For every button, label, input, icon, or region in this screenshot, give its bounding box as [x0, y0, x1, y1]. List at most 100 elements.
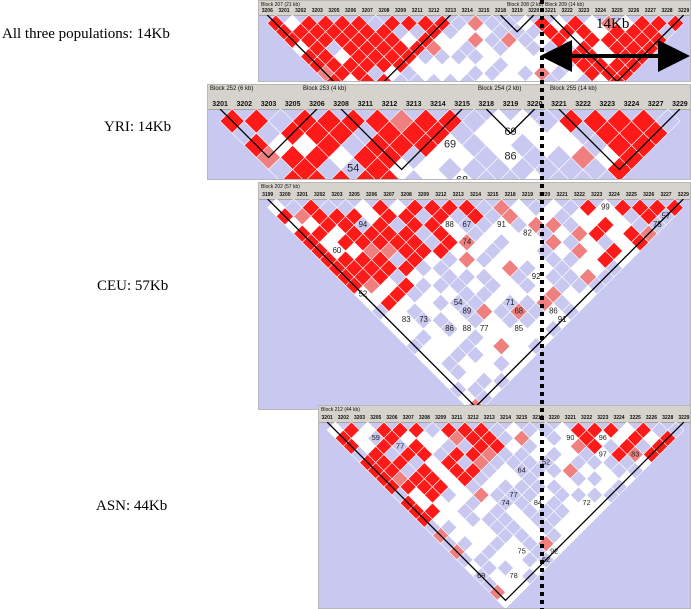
snp-label: 3213 — [452, 192, 464, 198]
snp-label: 3224 — [613, 415, 625, 421]
block-label: Block 253 (4 kb) — [303, 86, 347, 92]
block-label: Block 208 (2 kb) — [507, 2, 544, 8]
snp-label: 3228 — [662, 415, 674, 421]
ld-value: 73 — [419, 315, 428, 324]
snp-label: 3219 — [502, 101, 519, 108]
snp-label: 3205 — [284, 101, 301, 108]
snp-label: 3224 — [594, 8, 606, 14]
snp-label: 3212 — [467, 415, 479, 421]
ld-value: 68 — [456, 175, 468, 180]
label-all-populations: All three populations: 14Kb — [2, 26, 170, 42]
ld-value: 88 — [445, 220, 454, 229]
snp-label: 3223 — [599, 101, 616, 108]
snp-label: 3213 — [405, 101, 422, 108]
ld-value: 84 — [534, 498, 542, 507]
ld-value: 83 — [402, 315, 411, 324]
snp-label: 3202 — [337, 415, 349, 421]
ld-value: 85 — [514, 324, 523, 333]
ld-value: 74 — [463, 237, 472, 246]
snp-label: 3223 — [578, 8, 590, 14]
block-label: Block 254 (2 kb) — [478, 86, 522, 92]
snp-label: 3222 — [573, 192, 585, 198]
haplotype-block-outline — [549, 15, 685, 81]
ld-value: 86 — [445, 324, 454, 333]
snp-label: 3215 — [516, 415, 528, 421]
ld-plot-ceu: 3199 3200 3201 3202 3203 3205 3206 3207 3208 3209… — [258, 182, 691, 410]
label-yri: YRI: 14Kb — [104, 119, 172, 135]
haplotype-block-outline — [219, 109, 318, 159]
snp-label: 3222 — [561, 8, 573, 14]
label-ceu: CEU: 57Kb — [97, 278, 169, 294]
snp-label: 3215 — [478, 8, 490, 14]
block-label: Block 255 (14 kb) — [550, 86, 597, 92]
snp-label: 3215 — [454, 101, 470, 108]
ld-value: 68 — [514, 307, 523, 316]
snp-label: 3225 — [625, 192, 637, 198]
snp-label: 3212 — [428, 8, 440, 14]
ld-plot-yri: 3201 3202 3203 3205 3206 3208 3211 3212 3213 3214… — [207, 84, 691, 180]
block-label: Block 202 (57 kb) — [261, 184, 300, 190]
snp-label: 3208 — [333, 101, 349, 108]
ld-value: 86 — [549, 307, 558, 316]
snp-label: 3214 — [430, 101, 446, 108]
ld-value: 97 — [599, 449, 607, 458]
snp-label: 3220 — [548, 415, 560, 421]
ld-value: 92 — [532, 272, 541, 281]
snp-label: 3211 — [451, 415, 463, 421]
ld-value: 91 — [497, 220, 506, 229]
ld-value: 94 — [359, 220, 368, 229]
label-asn: ASN: 44Kb — [96, 498, 168, 514]
snp-label: 3221 — [551, 101, 567, 108]
snp-label: 3214 — [499, 415, 512, 421]
snp-label: 3202 — [314, 192, 326, 198]
snp-label: 3227 — [647, 101, 664, 108]
snp-label: 3226 — [628, 8, 640, 14]
ld-value: 67 — [463, 220, 472, 229]
snp-label: 3207 — [361, 8, 373, 14]
ld-value: 75 — [518, 547, 526, 556]
snp-label: 3227 — [660, 192, 672, 198]
snp-label: 3225 — [629, 415, 641, 421]
panel-header: 3199 3200 3201 3202 3203 3205 3206 3207 3208 3209… — [259, 183, 690, 200]
ld-value: 60 — [333, 246, 342, 255]
ld-value: 74 — [501, 498, 509, 507]
ld-value: 59 — [372, 433, 380, 442]
block-label: Block 252 (6 kb) — [210, 86, 254, 92]
panel-header: 3206 3201 3202 3203 3205 3206 3207 3208 3209 3211… — [259, 1, 690, 16]
snp-label: 3214 — [461, 8, 473, 14]
haplotype-block-outline — [500, 15, 535, 33]
snp-label: 3205 — [328, 8, 340, 14]
snp-label: 3203 — [353, 415, 366, 421]
block-label: Block 209 (14 kb) — [545, 2, 584, 8]
snp-label: 3209 — [417, 192, 430, 198]
snp-label: 3206 — [345, 8, 357, 14]
snp-label: 3222 — [575, 101, 591, 108]
snp-label: 3208 — [400, 192, 412, 198]
snp-label: 3209 — [394, 8, 407, 14]
snp-label: 3205 — [370, 415, 382, 421]
snp-label: 3205 — [348, 192, 360, 198]
ld-heatmap: 54 68 69 86 69 — [219, 109, 681, 180]
ld-value: 77 — [510, 490, 518, 499]
haplotype-block-outline — [485, 109, 536, 135]
snp-label: 3203 — [311, 8, 323, 14]
snp-label: 3207 — [383, 192, 395, 198]
snp-label: 3201 — [212, 101, 228, 108]
ld-value: 69 — [444, 138, 456, 150]
snp-label: 3203 — [260, 101, 277, 108]
snp-label: 3222 — [581, 415, 593, 421]
snp-label: 3227 — [644, 8, 656, 14]
snp-label: 3229 — [672, 101, 688, 108]
block-label: Block 207 (21 kb) — [261, 2, 300, 8]
snp-label: 3203 — [331, 192, 343, 198]
snp-label: 3229 — [677, 192, 689, 198]
ld-value: 54 — [347, 163, 359, 175]
snp-label: 3219 — [511, 8, 523, 14]
ld-value: 86 — [504, 150, 516, 162]
snp-label: 3223 — [597, 415, 609, 421]
snp-label: 3206 — [261, 8, 273, 14]
ld-value: 77 — [480, 324, 489, 333]
panel-header: 3201 3202 3203 3205 3206 3208 3211 3212 3213 3214… — [208, 85, 690, 110]
